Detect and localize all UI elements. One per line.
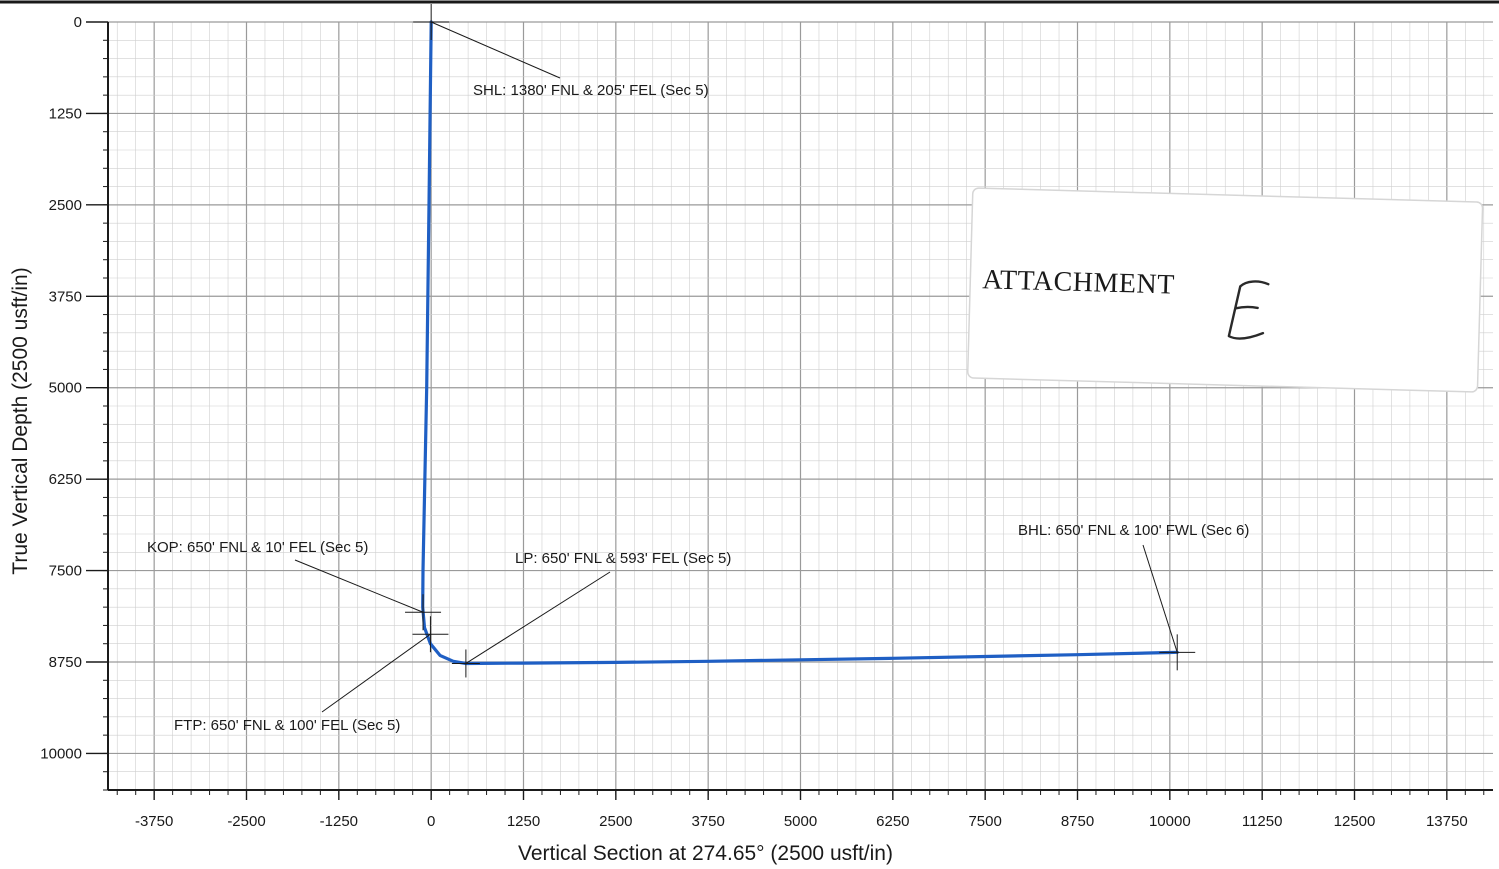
x-tick-label: 7500 <box>968 813 1001 830</box>
x-tick-label: -3750 <box>135 813 173 830</box>
y-tick-label: 3750 <box>49 288 82 305</box>
y-tick-label: 0 <box>74 14 82 31</box>
x-tick-label: -2500 <box>227 813 265 830</box>
shl-label: SHL: 1380' FNL & 205' FEL (Sec 5) <box>473 82 709 99</box>
y-tick-label: 5000 <box>49 380 82 397</box>
y-axis-title: True Vertical Depth (2500 usft/in) <box>9 267 32 574</box>
x-tick-label: 10000 <box>1149 813 1191 830</box>
x-tick-label: 2500 <box>599 813 632 830</box>
y-tick-label: 8750 <box>49 654 82 671</box>
x-tick-label: -1250 <box>320 813 358 830</box>
y-tick-label: 7500 <box>49 563 82 580</box>
x-tick-label: 5000 <box>784 813 817 830</box>
lp-label: LP: 650' FNL & 593' FEL (Sec 5) <box>515 550 731 567</box>
kop-label: KOP: 650' FNL & 10' FEL (Sec 5) <box>147 539 368 556</box>
x-tick-label: 12500 <box>1334 813 1376 830</box>
bhl-label: BHL: 650' FNL & 100' FWL (Sec 6) <box>1018 522 1249 539</box>
ftp-label: FTP: 650' FNL & 100' FEL (Sec 5) <box>174 717 400 734</box>
x-tick-label: 13750 <box>1426 813 1468 830</box>
x-tick-label: 6250 <box>876 813 909 830</box>
x-tick-label: 3750 <box>691 813 724 830</box>
y-tick-label: 10000 <box>40 745 82 762</box>
attachment-stamp: ATTACHMENT <box>968 188 1483 392</box>
y-tick-label: 6250 <box>49 471 82 488</box>
y-tick-label: 2500 <box>49 197 82 214</box>
x-tick-label: 0 <box>427 813 435 830</box>
x-tick-label: 8750 <box>1061 813 1094 830</box>
x-tick-label: 1250 <box>507 813 540 830</box>
attachment-label: ATTACHMENT <box>982 264 1175 300</box>
x-tick-label: 11250 <box>1242 813 1283 830</box>
x-axis-title: Vertical Section at 274.65° (2500 usft/i… <box>518 842 893 865</box>
y-tick-label: 1250 <box>49 105 82 122</box>
